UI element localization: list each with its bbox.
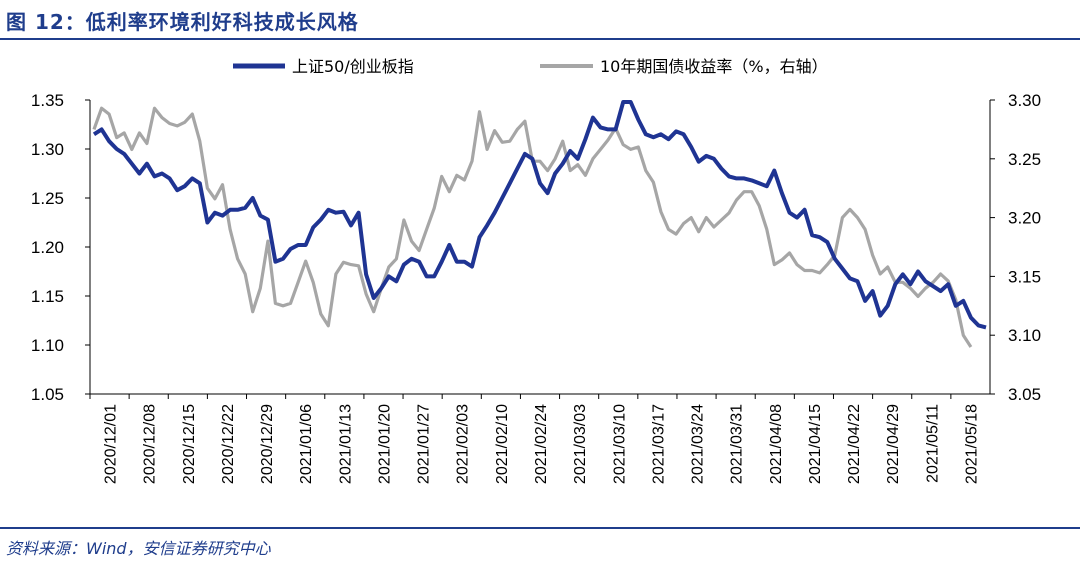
right-tick-label: 3.25 xyxy=(1008,150,1041,169)
x-tick-label: 2021/02/03 xyxy=(455,404,472,484)
x-tick-label: 2021/05/11 xyxy=(924,404,941,483)
left-tick-label: 1.25 xyxy=(31,189,64,208)
chart-legend: 上证50/创业板指 10年期国债收益率（%，右轴） xyxy=(233,57,828,76)
legend-label-bond-yield: 10年期国债收益率（%，右轴） xyxy=(600,57,828,76)
right-tick-label: 3.30 xyxy=(1008,91,1041,110)
x-tick-label: 2021/03/31 xyxy=(729,404,746,484)
right-tick-label: 3.05 xyxy=(1008,385,1041,404)
x-tick-label: 2020/12/01 xyxy=(103,404,120,484)
right-tick-label: 3.15 xyxy=(1008,267,1041,286)
x-tick-label: 2021/04/08 xyxy=(768,404,785,484)
legend-label-sse50-chinext: 上证50/创业板指 xyxy=(292,57,414,76)
left-tick-label: 1.35 xyxy=(31,91,64,110)
x-tick-label: 2021/01/27 xyxy=(416,404,433,484)
figure-title: 图 12：低利率环境利好科技成长风格 xyxy=(6,10,359,34)
x-tick-label: 2021/01/06 xyxy=(298,404,315,484)
left-tick-label: 1.05 xyxy=(31,385,64,404)
source-note: 资料来源：Wind，安信证券研究中心 xyxy=(6,539,271,558)
left-tick-label: 1.15 xyxy=(31,287,64,306)
x-tick-label: 2021/05/18 xyxy=(963,404,980,484)
left-tick-label: 1.30 xyxy=(31,140,64,159)
x-tick-label: 2021/01/13 xyxy=(337,404,354,484)
x-tick-label: 2021/02/10 xyxy=(494,404,511,484)
x-tick-label: 2021/02/24 xyxy=(533,404,550,484)
series-line-bond-yield xyxy=(92,106,973,348)
x-tick-label: 2020/12/22 xyxy=(220,404,237,484)
series-line-sse50-chinext xyxy=(92,100,987,330)
left-tick-label: 1.20 xyxy=(31,238,64,257)
chart-tick-labels: 1.35 1.30 1.25 1.20 1.15 1.10 1.05 3.30 3.25 3.20… xyxy=(31,91,1041,484)
chart-series xyxy=(92,100,987,348)
x-tick-label: 2020/12/15 xyxy=(181,404,198,484)
x-tick-label: 2020/12/08 xyxy=(142,404,159,484)
x-tick-label: 2021/04/29 xyxy=(885,404,902,484)
x-tick-label: 2021/03/17 xyxy=(650,404,667,484)
x-tick-label: 2021/04/22 xyxy=(846,404,863,484)
line-chart: 上证50/创业板指 10年期国债收益率（%，右轴） 1.35 1.30 1.25 1.2… xyxy=(31,57,1041,484)
x-tick-label: 2021/03/03 xyxy=(572,404,589,484)
right-tick-label: 3.20 xyxy=(1008,209,1041,228)
left-tick-label: 1.10 xyxy=(31,336,64,355)
right-tick-label: 3.10 xyxy=(1008,326,1041,345)
top-rule xyxy=(0,38,1080,40)
x-tick-label: 2021/01/20 xyxy=(377,404,394,484)
x-tick-label: 2021/03/24 xyxy=(690,404,707,484)
chart-axes xyxy=(85,99,995,399)
x-tick-label: 2020/12/29 xyxy=(259,404,276,484)
x-tick-label: 2021/03/10 xyxy=(611,404,628,484)
bottom-rule xyxy=(0,527,1080,529)
x-tick-label: 2021/04/15 xyxy=(807,404,824,484)
